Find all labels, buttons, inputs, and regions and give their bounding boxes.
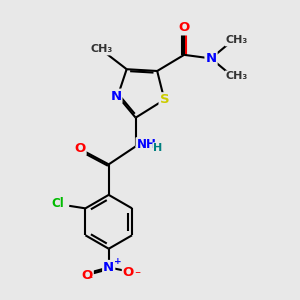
Text: ⁻: ⁻ bbox=[86, 274, 92, 286]
Text: +: + bbox=[114, 257, 122, 266]
Text: ⁻: ⁻ bbox=[134, 269, 140, 282]
Text: CH₃: CH₃ bbox=[226, 35, 248, 46]
Text: N: N bbox=[110, 90, 122, 103]
Text: H: H bbox=[153, 143, 163, 153]
Text: O: O bbox=[123, 266, 134, 279]
Text: N: N bbox=[206, 52, 217, 65]
Text: Cl: Cl bbox=[51, 197, 64, 210]
Text: N: N bbox=[103, 261, 114, 274]
Text: S: S bbox=[160, 93, 169, 106]
Text: O: O bbox=[82, 269, 93, 282]
Text: CH₃: CH₃ bbox=[226, 71, 248, 81]
Text: O: O bbox=[74, 142, 86, 155]
Text: O: O bbox=[178, 21, 190, 34]
Text: NH: NH bbox=[136, 138, 156, 151]
Text: CH₃: CH₃ bbox=[90, 44, 112, 55]
